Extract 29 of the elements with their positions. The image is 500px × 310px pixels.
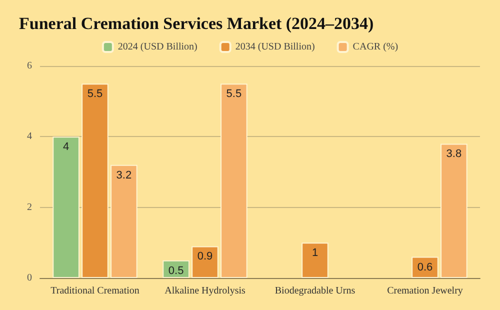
legend-label: 2034 (USD Billion) xyxy=(235,42,315,52)
data-label: 4 xyxy=(62,141,70,154)
data-label: 5.5 xyxy=(226,88,242,100)
x-tick-label: Cremation Jewelry xyxy=(387,286,463,296)
y-tick-label: 0 xyxy=(27,272,32,284)
bar xyxy=(302,242,328,278)
legend-label: 2024 (USD Billion) xyxy=(118,42,198,52)
x-tick-label: Alkaline Hydrolysis xyxy=(164,286,246,296)
bar xyxy=(440,144,468,278)
data-label: 3.2 xyxy=(116,169,132,182)
y-tick-label: 2 xyxy=(27,202,32,213)
data-label: 1 xyxy=(312,247,318,260)
x-tick-label: Traditional Cremation xyxy=(50,286,140,296)
y-tick-label: 4 xyxy=(27,131,32,142)
chart-title: Funeral Cremation Services Market (2024–2034) xyxy=(19,14,374,33)
bar xyxy=(192,246,218,278)
y-tick-label: 6 xyxy=(27,60,32,72)
bar xyxy=(412,256,438,278)
bar xyxy=(52,136,80,278)
x-tick-label: Biodegradable Urns xyxy=(274,286,356,296)
data-label: 3.8 xyxy=(446,148,462,160)
bar xyxy=(220,84,248,278)
data-label: 0.9 xyxy=(197,250,213,263)
bar xyxy=(82,84,108,278)
data-label: 5.5 xyxy=(87,88,103,100)
data-label: 0.6 xyxy=(417,261,433,274)
bar xyxy=(110,164,138,278)
data-label: 0.5 xyxy=(168,264,184,277)
legend-label: CAGR (%) xyxy=(352,42,398,52)
